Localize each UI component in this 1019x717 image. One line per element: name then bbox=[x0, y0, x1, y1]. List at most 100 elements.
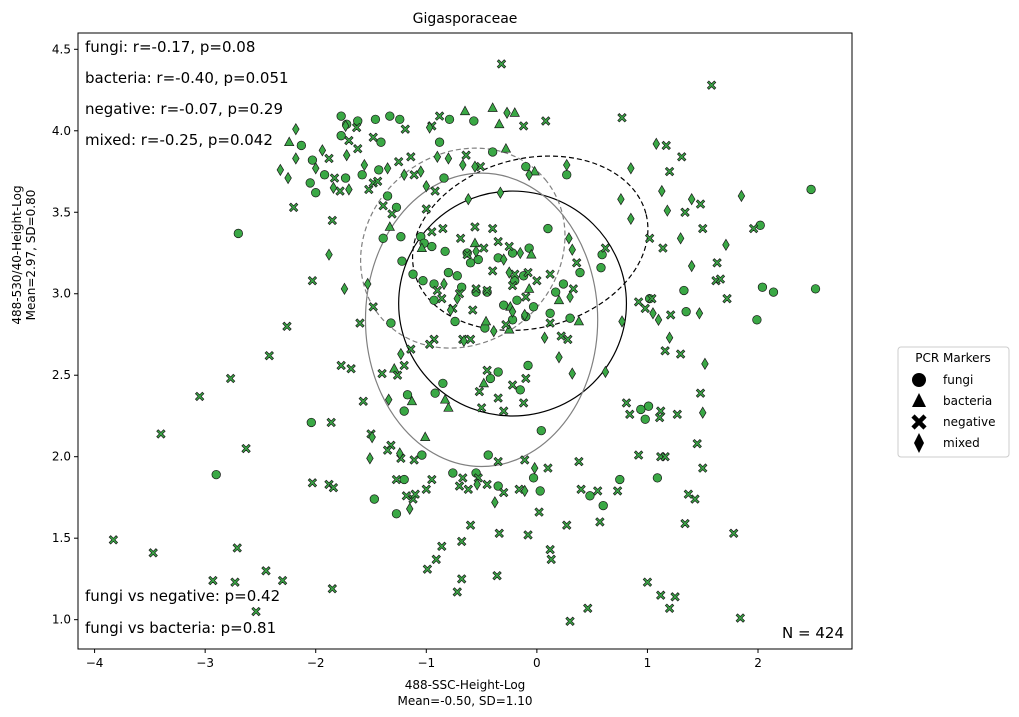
point-bacteria bbox=[416, 242, 428, 252]
y-tick-label: 2.0 bbox=[52, 450, 71, 464]
point-mixed bbox=[491, 496, 499, 509]
point-negative bbox=[514, 484, 524, 494]
y-tick-label: 4.5 bbox=[52, 42, 71, 56]
point-bacteria bbox=[480, 315, 492, 326]
point-negative bbox=[562, 520, 572, 530]
points-layer bbox=[108, 59, 821, 626]
point-mixed bbox=[292, 152, 300, 165]
point-fungi bbox=[806, 184, 816, 195]
point-negative bbox=[670, 592, 680, 602]
legend-title: PCR Markers bbox=[915, 351, 991, 365]
point-mixed bbox=[472, 245, 480, 258]
x-tick-label: −1 bbox=[417, 656, 435, 670]
point-mixed bbox=[406, 502, 414, 516]
point-mixed bbox=[505, 266, 513, 279]
y-tick-label: 1.5 bbox=[52, 531, 71, 545]
point-fungi bbox=[523, 360, 533, 371]
point-mixed bbox=[627, 162, 635, 175]
point-negative bbox=[656, 590, 666, 600]
point-negative bbox=[358, 396, 368, 406]
point-negative bbox=[427, 227, 437, 237]
point-negative bbox=[692, 438, 702, 449]
point-negative bbox=[368, 132, 378, 142]
point-negative bbox=[600, 243, 611, 253]
point-negative bbox=[510, 269, 520, 279]
point-bacteria bbox=[384, 221, 395, 231]
point-fungi bbox=[376, 137, 386, 147]
point-fungi bbox=[385, 111, 395, 121]
point-negative bbox=[277, 575, 288, 586]
point-bacteria bbox=[529, 165, 540, 176]
point-mixed bbox=[446, 303, 455, 317]
point-negative bbox=[410, 489, 420, 499]
point-fungi bbox=[336, 111, 346, 121]
point-fungi bbox=[307, 155, 318, 165]
point-negative bbox=[264, 350, 274, 361]
point-negative bbox=[307, 276, 318, 286]
point-fungi bbox=[443, 267, 454, 278]
point-fungi bbox=[296, 140, 307, 151]
point-mixed bbox=[568, 243, 576, 256]
point-negative bbox=[698, 223, 708, 234]
point-negative bbox=[545, 318, 555, 328]
point-fungi bbox=[485, 373, 496, 384]
point-fungi bbox=[515, 385, 525, 395]
point-fungi bbox=[768, 287, 779, 297]
point-negative bbox=[647, 293, 657, 304]
point-negative bbox=[434, 111, 445, 121]
point-bacteria bbox=[443, 402, 454, 412]
point-negative bbox=[680, 518, 690, 529]
point-negative bbox=[351, 122, 362, 133]
stat-mixed: mixed: r=-0.25, p=0.042 bbox=[85, 131, 273, 149]
point-mixed bbox=[284, 171, 292, 185]
point-negative bbox=[288, 202, 299, 213]
point-fungi bbox=[810, 284, 821, 294]
point-negative bbox=[241, 443, 251, 454]
point-negative bbox=[571, 258, 582, 268]
point-fungi bbox=[402, 390, 413, 400]
stat-fungi: fungi: r=-0.17, p=0.08 bbox=[85, 38, 255, 56]
point-fungi bbox=[417, 450, 427, 460]
point-negative bbox=[712, 258, 722, 268]
point-negative bbox=[728, 528, 739, 538]
x-tick-label: 0 bbox=[533, 656, 541, 670]
point-negative bbox=[468, 305, 478, 315]
x-tick-label: 1 bbox=[644, 656, 652, 670]
point-negative bbox=[501, 320, 511, 330]
point-mixed bbox=[617, 193, 625, 206]
point-fungi bbox=[408, 269, 418, 279]
legend-box bbox=[897, 346, 1010, 458]
point-fungi bbox=[535, 486, 545, 496]
point-mixed bbox=[345, 183, 353, 196]
point-fungi bbox=[374, 165, 384, 175]
point-negative bbox=[355, 318, 365, 328]
point-fungi bbox=[643, 401, 654, 411]
point-negative bbox=[521, 292, 531, 302]
point-fungi bbox=[370, 114, 381, 125]
legend: PCR Markers fungi bacteria negative mixe… bbox=[897, 346, 1010, 458]
point-mixed bbox=[325, 248, 333, 261]
point-fungi bbox=[378, 233, 388, 243]
point-negative bbox=[471, 284, 481, 294]
point-negative bbox=[455, 233, 466, 244]
point-negative bbox=[576, 484, 586, 494]
point-bacteria bbox=[573, 315, 585, 326]
point-negative bbox=[327, 584, 338, 594]
point-bacteria bbox=[487, 102, 498, 112]
point-fungi bbox=[562, 170, 572, 180]
point-mixed bbox=[525, 168, 533, 181]
point-negative bbox=[465, 520, 476, 530]
point-negative bbox=[735, 613, 746, 623]
point-fungi bbox=[448, 468, 458, 478]
point-negative bbox=[523, 530, 533, 540]
point-mixed bbox=[687, 193, 696, 206]
point-negative bbox=[482, 479, 492, 490]
point-fungi bbox=[473, 254, 483, 265]
point-fungi bbox=[528, 473, 539, 483]
point-fungi bbox=[233, 228, 243, 239]
point-negative bbox=[208, 575, 218, 586]
ellipse-negative bbox=[364, 172, 599, 468]
point-mixed bbox=[499, 253, 508, 266]
point-fungi bbox=[575, 267, 585, 278]
point-negative bbox=[327, 215, 338, 226]
